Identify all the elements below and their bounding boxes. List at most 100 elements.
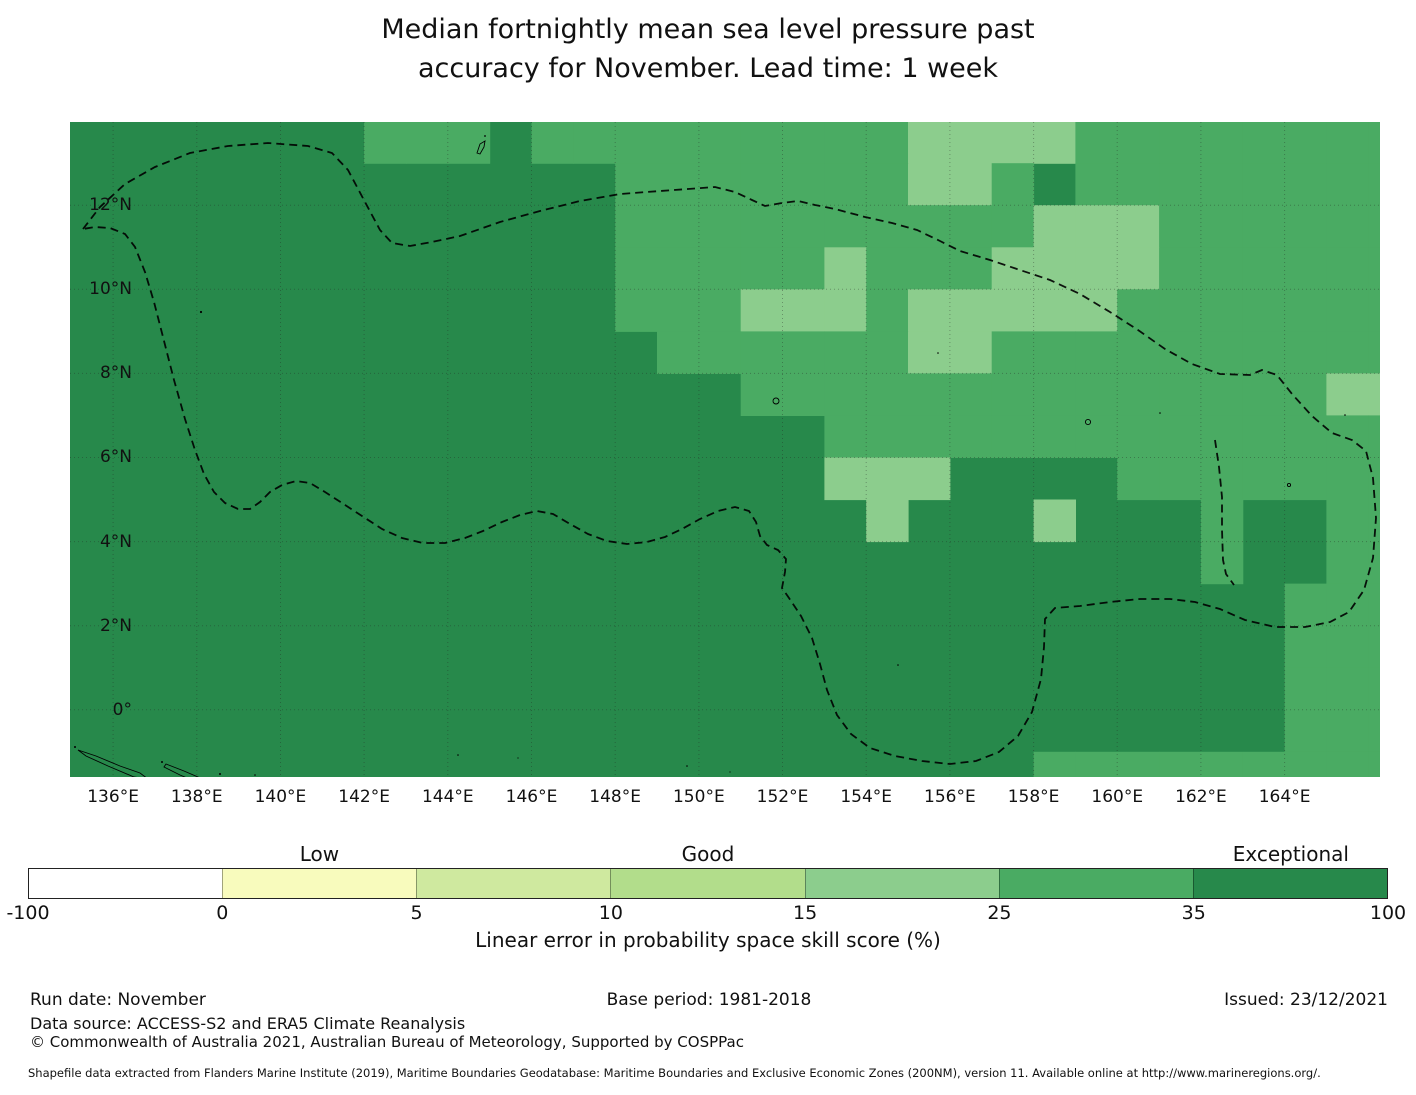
grid-cell [1284, 667, 1327, 711]
grid-cell [1242, 289, 1286, 332]
x-tick-label: 160°E [1091, 787, 1144, 807]
grid-cell [1242, 122, 1286, 164]
grid-cell [949, 289, 993, 332]
grid-cell [908, 415, 951, 458]
grid-cell [824, 163, 867, 206]
grid-cell [824, 205, 867, 248]
grid-cell [1368, 499, 1380, 543]
grid-cell [1368, 625, 1380, 669]
grid-cell [1368, 457, 1380, 501]
grid-cell [908, 331, 951, 374]
grid-cell [1368, 163, 1380, 206]
grid-cell [1159, 331, 1202, 374]
chart-title: Median fortnightly mean sea level pressu… [0, 10, 1416, 88]
grid-cell [1284, 583, 1327, 627]
grid-cell [698, 163, 742, 206]
y-tick-label: 8°N [99, 363, 132, 384]
grid-cell [364, 122, 407, 164]
grid-cell [1368, 289, 1380, 332]
island-atoll [937, 352, 939, 354]
grid-cell [782, 331, 825, 374]
grid-cell [1075, 247, 1118, 290]
x-tick-label: 138°E [170, 787, 223, 807]
base-period: Base period: 1981-2018 [606, 990, 812, 1010]
grid-cell [1117, 122, 1160, 164]
grid-cell [782, 289, 825, 332]
colorbar-category-exceptional: Exceptional [1232, 842, 1349, 866]
grid-cell [1033, 331, 1076, 374]
grid-cell [1117, 457, 1160, 501]
data-source: Data source: ACCESS-S2 and ERA5 Climate … [30, 1014, 466, 1033]
grid-cell [1284, 625, 1327, 669]
grid-cell [615, 247, 658, 290]
grid-cell [1200, 373, 1244, 416]
colorbar-category-low: Low [299, 842, 340, 866]
grid-cell [782, 122, 825, 164]
island-bougainville [163, 763, 199, 777]
x-tick-label: 140°E [254, 787, 307, 807]
grid-cell [1200, 289, 1244, 332]
colorbar-legend: Low Good Exceptional -100 0 5 10 15 25 35 100 [6, 842, 1406, 926]
colorbar-segment-25-35 [998, 869, 1193, 898]
grid-cell [908, 373, 951, 416]
x-tick-label: 154°E [840, 787, 893, 807]
island-pohnpei [1084, 418, 1092, 426]
colorbar-tick: 15 [793, 902, 818, 924]
grid-cell [615, 205, 658, 248]
grid-cell [1200, 247, 1244, 290]
grid-cell [1326, 541, 1369, 585]
grid-cell [1284, 457, 1327, 501]
colorbar-segment--100-0 [29, 869, 223, 898]
y-tick-label: 2°N [99, 615, 132, 636]
grid-cell [824, 247, 867, 290]
grid-cell [1368, 247, 1380, 290]
grid-cell [1200, 163, 1244, 206]
colorbar-tick: -100 [6, 902, 50, 924]
grid-cell [1075, 163, 1118, 206]
grid-cell [908, 205, 951, 248]
grid-cell [1284, 247, 1327, 290]
grid-cell [1159, 751, 1202, 777]
grid-cell [615, 163, 658, 206]
grid-cell [1326, 751, 1369, 777]
island-atoll [729, 771, 731, 773]
grid-cell [1242, 247, 1286, 290]
island-yap [199, 310, 203, 314]
grid-cell [740, 331, 784, 374]
grid-cell [1326, 122, 1369, 164]
island-atoll [457, 754, 459, 756]
grid-cell [1075, 415, 1118, 458]
island-buka [161, 761, 163, 763]
island-islet [254, 774, 256, 776]
x-tick-label: 146°E [505, 787, 558, 807]
grid-cell [1075, 373, 1118, 416]
grid-cell [991, 331, 1035, 374]
y-tick-label: 4°N [99, 531, 132, 552]
grid-cell [866, 499, 909, 543]
run-date: Run date: November [30, 990, 206, 1010]
grid-cell [1242, 331, 1286, 374]
grid-cell [824, 331, 867, 374]
grid-cell [1284, 331, 1327, 374]
grid-cell [447, 122, 491, 164]
grid-cell [1117, 751, 1160, 777]
grid-cell [866, 457, 909, 501]
colorbar-tick: 100 [1369, 902, 1407, 924]
grid-cell [1368, 373, 1380, 416]
grid-cell [991, 163, 1035, 206]
grid-cell [1326, 457, 1369, 501]
grid-cell [740, 373, 784, 416]
issued-date: Issued: 23/12/2021 [1224, 990, 1388, 1010]
grid-cell [1326, 499, 1369, 543]
grid-cell [740, 122, 784, 164]
colorbar-segment-10-15 [610, 869, 805, 898]
grid-cell [1075, 751, 1118, 777]
grid-cell [782, 205, 825, 248]
grid-cell [866, 163, 909, 206]
grid-cell [1326, 289, 1369, 332]
grid-cell [866, 247, 909, 290]
grid-cell [531, 122, 574, 164]
x-tick-label: 152°E [756, 787, 809, 807]
eez-boundary-segment [1214, 439, 1235, 586]
y-tick-label: 0° [112, 699, 132, 720]
